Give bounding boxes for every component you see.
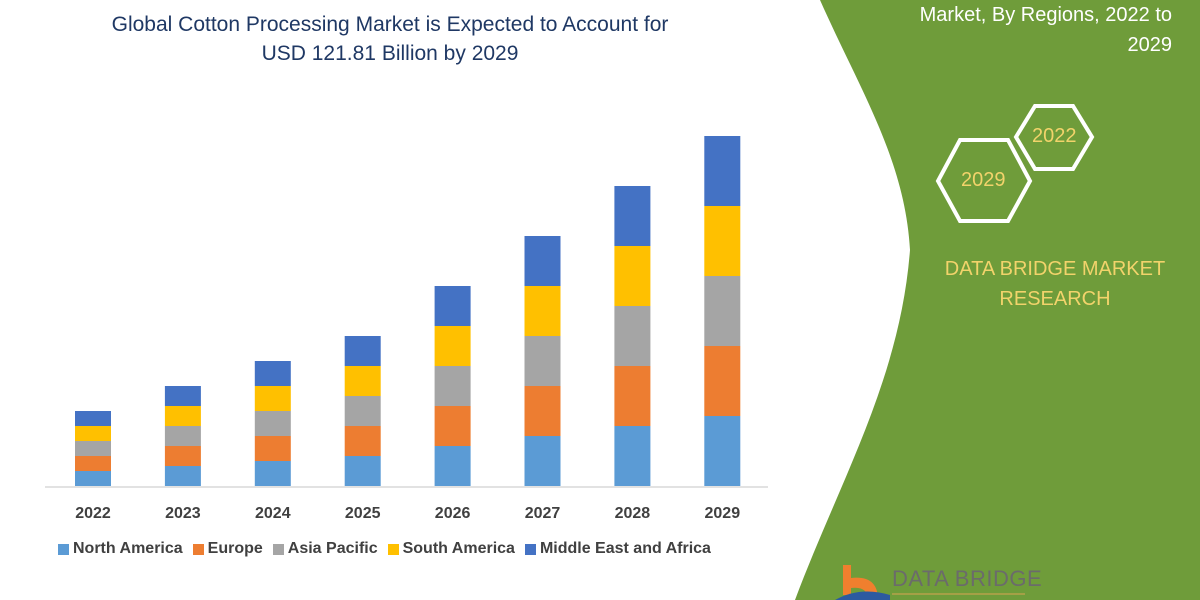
brand-line-2: RESEARCH (999, 288, 1111, 310)
green-side-panel (795, 0, 1200, 600)
bar-segment-2024-middle-east-and-africa (254, 361, 291, 386)
bar-segment-2029-south-america (704, 206, 741, 276)
bar-segment-2024-europe (254, 436, 291, 461)
hex-label-2022: 2022 (1032, 125, 1077, 147)
hexagon-2029 (935, 138, 1033, 223)
x-tick-label: 2028 (615, 505, 651, 522)
bar-segment-2023-north-america (164, 466, 201, 486)
legend-swatch-icon (524, 543, 536, 555)
bar-segment-2026-europe (434, 406, 471, 446)
legend-label: North America (73, 540, 183, 557)
side-title-line-2: 2029 (1127, 34, 1173, 56)
legend-item: North America (58, 540, 183, 558)
bars-group (75, 136, 741, 486)
bar-segment-2024-south-america (254, 386, 291, 411)
legend-label: South America (402, 540, 515, 557)
legend-item: Middle East and Africa (524, 540, 711, 558)
bar-segment-2023-middle-east-and-africa (164, 386, 201, 406)
legend-item: Asia Pacific (272, 540, 378, 558)
bar-segment-2022-north-america (75, 471, 111, 486)
logo-icon (835, 565, 890, 600)
x-tick-label: 2027 (525, 505, 561, 522)
x-tick-label: 2022 (75, 505, 111, 522)
bar-segment-2022-europe (75, 456, 111, 471)
legend-item: South America (387, 540, 515, 558)
title-line-1: Global Cotton Processing Market is Expec… (111, 13, 669, 36)
bar-segment-2026-south-america (434, 326, 471, 366)
hexagon-2022 (1013, 104, 1095, 171)
x-tick-labels: 2022 2023 2024 2025 2026 2027 2028 2029 (75, 505, 740, 522)
legend-label: Middle East and Africa (539, 540, 711, 557)
brand-name: DATA BRIDGE MARKET RESEARCH (920, 254, 1190, 314)
bar-segment-2026-north-america (434, 446, 471, 486)
bar-segment-2027-north-america (524, 436, 561, 486)
title-line-2: USD 121.81 Billion by 2029 (261, 42, 519, 65)
bar-segment-2024-asia-pacific (254, 411, 291, 436)
bar-segment-2022-asia-pacific (75, 441, 111, 456)
bar-segment-2026-middle-east-and-africa (434, 286, 471, 326)
bar-segment-2029-middle-east-and-africa (704, 136, 741, 206)
bar-segment-2028-north-america (614, 426, 651, 486)
bar-segment-2027-middle-east-and-africa (524, 236, 561, 286)
x-tick-label: 2023 (165, 505, 201, 522)
legend-label: Europe (207, 540, 263, 557)
bar-segment-2027-europe (524, 386, 561, 436)
bar-segment-2029-asia-pacific (704, 276, 741, 346)
side-title: Market, By Regions, 2022 to 2029 (832, 0, 1172, 60)
bar-segment-2025-middle-east-and-africa (344, 336, 381, 366)
stacked-bar-chart: 2022 2023 2024 2025 2026 2027 2028 2029 (45, 136, 768, 522)
bar-segment-2023-south-america (164, 406, 201, 426)
bar-segment-2027-south-america (524, 286, 561, 336)
bar-segment-2028-south-america (614, 246, 651, 306)
legend-swatch-icon (192, 543, 204, 555)
bar-segment-2025-asia-pacific (344, 396, 381, 426)
legend-label: Asia Pacific (287, 540, 378, 557)
bar-segment-2025-europe (344, 426, 381, 456)
x-tick-label: 2026 (435, 505, 471, 522)
legend-item: Europe (192, 540, 263, 558)
bar-segment-2028-europe (614, 366, 651, 426)
legend-swatch-icon (58, 543, 69, 555)
bar-segment-2028-asia-pacific (614, 306, 651, 366)
chart-legend: North America Europe Asia Pacific South Ame… (58, 540, 711, 558)
bar-segment-2025-south-america (344, 366, 381, 396)
bar-segment-2029-north-america (704, 416, 741, 486)
bar-segment-2022-south-america (75, 426, 111, 441)
bar-segment-2027-asia-pacific (524, 336, 561, 386)
bar-segment-2022-middle-east-and-africa (75, 411, 111, 426)
x-tick-label: 2025 (345, 505, 381, 522)
legend-swatch-icon (272, 543, 284, 555)
logo-text: DATA BRIDGE (892, 566, 1043, 591)
side-title-line-1: Market, By Regions, 2022 to (919, 4, 1172, 26)
bar-segment-2023-asia-pacific (164, 426, 201, 446)
x-tick-label: 2024 (255, 505, 291, 522)
bar-segment-2024-north-america (254, 461, 291, 486)
brand-line-1: DATA BRIDGE MARKET (944, 258, 1166, 280)
chart-title: Global Cotton Processing Market is Expec… (40, 10, 740, 68)
bar-segment-2025-north-america (344, 456, 381, 486)
legend-swatch-icon (387, 543, 399, 555)
bar-segment-2023-europe (164, 446, 201, 466)
bar-segment-2028-middle-east-and-africa (614, 186, 651, 246)
bar-segment-2026-asia-pacific (434, 366, 471, 406)
bar-segment-2029-europe (704, 346, 741, 416)
x-tick-label: 2029 (705, 505, 741, 522)
hex-label-2029: 2029 (961, 169, 1006, 191)
